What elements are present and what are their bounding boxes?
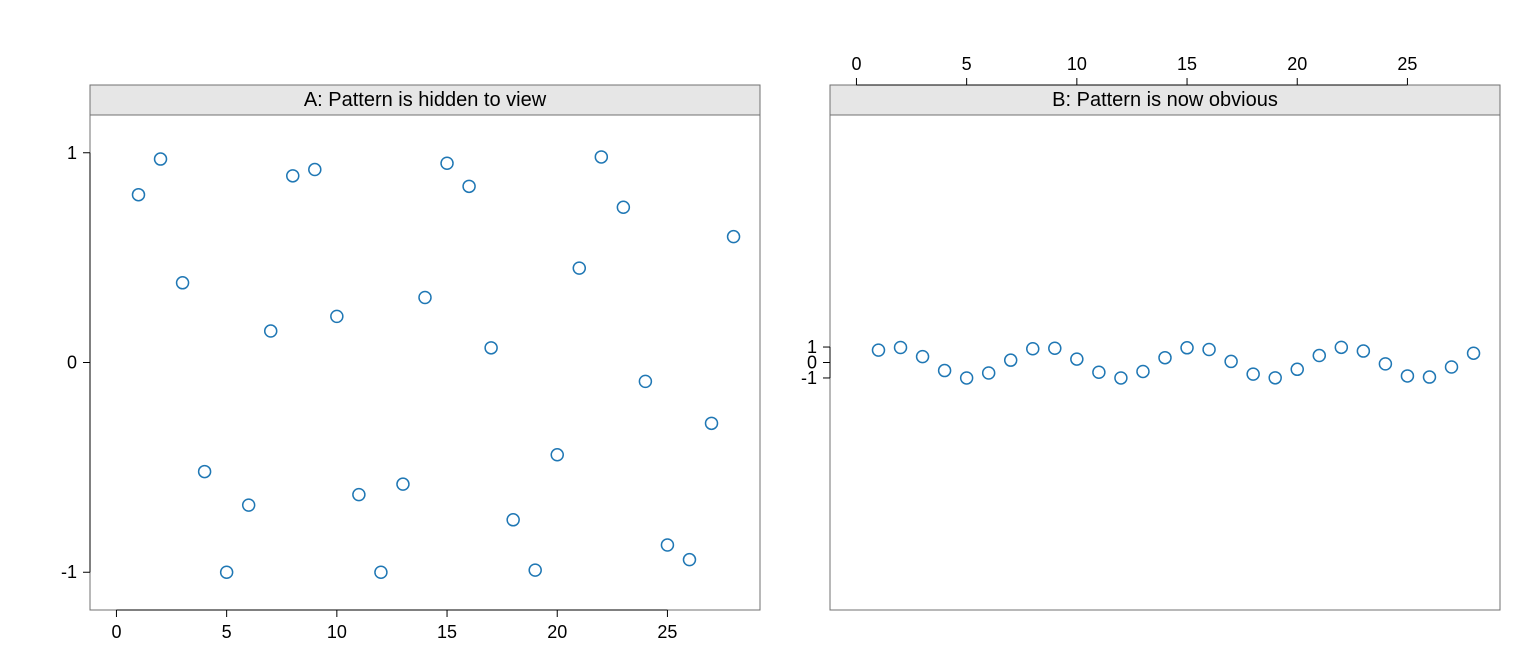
data-point (895, 341, 907, 353)
data-point (1225, 355, 1237, 367)
data-point (177, 277, 189, 289)
plot-border (830, 115, 1500, 610)
data-point (243, 499, 255, 511)
x-tick-label: 25 (657, 622, 677, 642)
data-point (287, 170, 299, 182)
y-tick-label: 0 (67, 353, 77, 373)
data-point (265, 325, 277, 337)
data-point (353, 489, 365, 501)
data-point (551, 449, 563, 461)
data-point (463, 180, 475, 192)
x-tick-label: 0 (111, 622, 121, 642)
data-point (917, 351, 929, 363)
data-point (1049, 342, 1061, 354)
x-tick-label: 5 (222, 622, 232, 642)
data-point (397, 478, 409, 490)
data-point (485, 342, 497, 354)
x-tick-label: 20 (547, 622, 567, 642)
x-tick-label: 25 (1397, 54, 1417, 74)
x-tick-label: 20 (1287, 54, 1307, 74)
data-point (983, 367, 995, 379)
data-point (1468, 347, 1480, 359)
data-point (1005, 354, 1017, 366)
data-point (155, 153, 167, 165)
data-point (132, 189, 144, 201)
data-point (1357, 345, 1369, 357)
y-tick-label: 1 (807, 337, 817, 357)
figure: A: Pattern is hidden to view0510152025-1… (0, 0, 1536, 672)
panel-A: A: Pattern is hidden to view0510152025-1… (61, 85, 760, 642)
data-point (507, 514, 519, 526)
data-point (1291, 363, 1303, 375)
x-tick-label: 15 (1177, 54, 1197, 74)
data-point (1093, 366, 1105, 378)
data-point (309, 164, 321, 176)
data-point (939, 365, 951, 377)
x-tick-label: 10 (327, 622, 347, 642)
data-point (683, 554, 695, 566)
data-point (529, 564, 541, 576)
data-point (1446, 361, 1458, 373)
data-point (1203, 344, 1215, 356)
data-point (728, 231, 740, 243)
data-point (573, 262, 585, 274)
data-point (375, 566, 387, 578)
data-point (419, 291, 431, 303)
data-point (1115, 372, 1127, 384)
data-point (1181, 342, 1193, 354)
data-point (706, 417, 718, 429)
data-point (331, 310, 343, 322)
data-point (1423, 371, 1435, 383)
data-point (595, 151, 607, 163)
data-point (1159, 352, 1171, 364)
x-tick-label: 15 (437, 622, 457, 642)
data-point (1027, 343, 1039, 355)
data-point (1247, 368, 1259, 380)
data-point (639, 375, 651, 387)
data-point (441, 157, 453, 169)
data-point (199, 466, 211, 478)
data-point (1401, 370, 1413, 382)
y-tick-label: -1 (61, 562, 77, 582)
x-tick-label: 10 (1067, 54, 1087, 74)
data-point (961, 372, 973, 384)
panel-title: B: Pattern is now obvious (1052, 89, 1278, 111)
plot-border (90, 115, 760, 610)
data-point (221, 566, 233, 578)
panel-B: B: Pattern is now obvious0510152025-101 (801, 54, 1500, 610)
data-point (1335, 341, 1347, 353)
x-tick-label: 5 (962, 54, 972, 74)
data-point (1071, 353, 1083, 365)
data-point (1313, 350, 1325, 362)
data-point (1137, 365, 1149, 377)
panel-title: A: Pattern is hidden to view (304, 89, 547, 111)
x-tick-label: 0 (851, 54, 861, 74)
data-point (1379, 358, 1391, 370)
data-point (661, 539, 673, 551)
data-point (872, 344, 884, 356)
y-tick-label: 1 (67, 143, 77, 163)
data-point (1269, 372, 1281, 384)
data-point (617, 201, 629, 213)
